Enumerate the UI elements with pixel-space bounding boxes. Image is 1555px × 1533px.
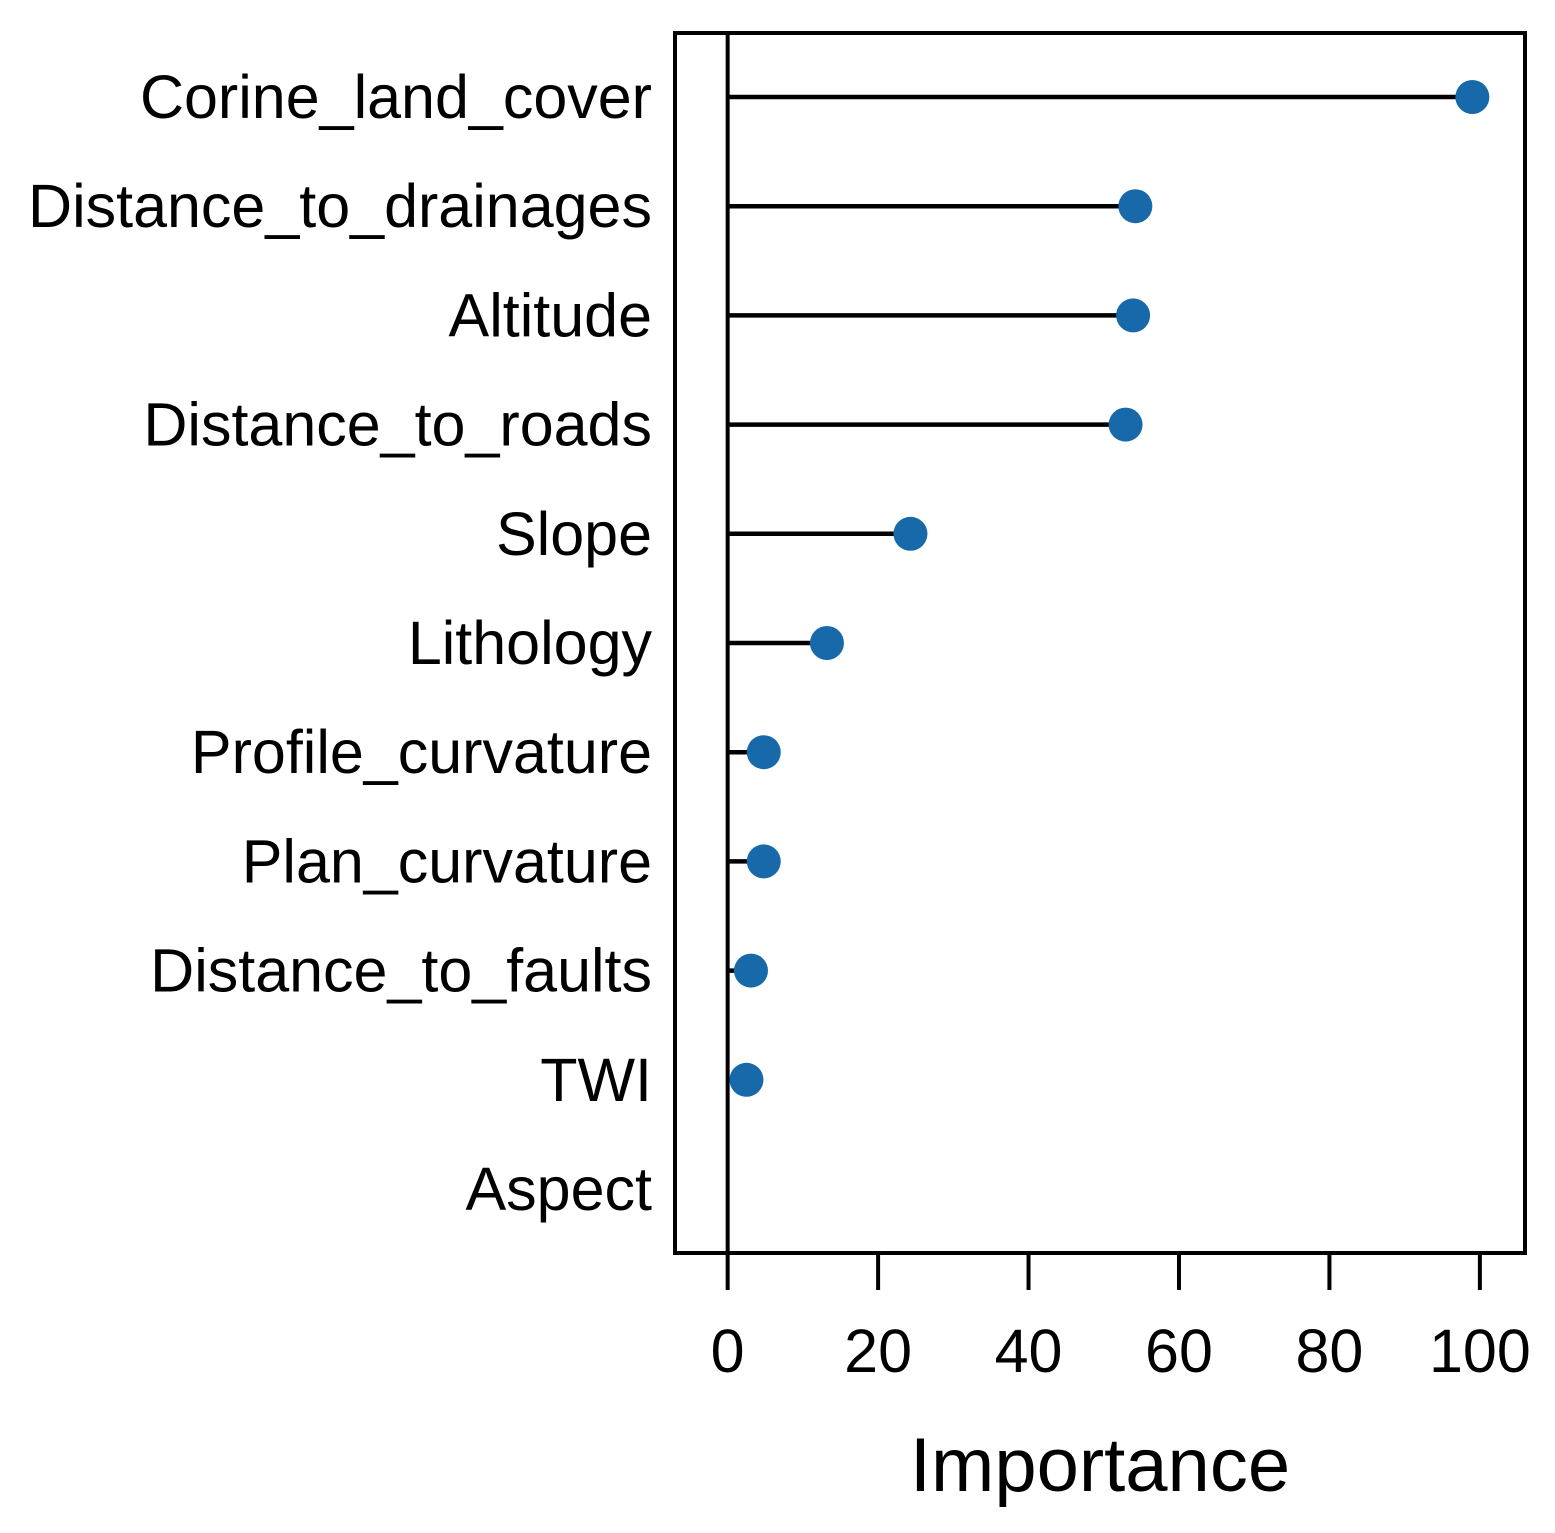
y-axis-label: Profile_curvature [191,718,652,786]
x-tick-label: 60 [1145,1317,1213,1385]
x-tick-label: 20 [844,1317,912,1385]
y-axis-label: Distance_to_faults [150,937,652,1005]
y-axis-label: Plan_curvature [242,827,652,895]
x-tick-label: 100 [1429,1317,1531,1385]
x-tick-label: 80 [1295,1317,1363,1385]
x-tick-label: 40 [995,1317,1063,1385]
y-axis-label: Distance_to_roads [143,391,652,459]
data-point-dot [1455,80,1490,114]
data-point-dot [746,735,781,770]
data-point-dot [1118,189,1153,224]
y-axis-label: Aspect [466,1155,653,1223]
y-axis-label: Altitude [449,281,652,349]
data-point-dot [1116,298,1151,333]
x-axis-title: Importance [909,1423,1291,1508]
data-point-dot [729,1062,764,1097]
data-point-dot [893,516,928,551]
data-point-dot [809,626,844,660]
data-point-dot [1108,407,1143,442]
y-axis-label: Slope [496,500,652,568]
y-axis-label: TWI [540,1046,652,1114]
y-axis-label: Lithology [408,609,653,677]
x-tick-label: 0 [711,1317,745,1385]
y-axis-label: Corine_land_cover [140,63,652,131]
y-axis-label: Distance_to_drainages [28,172,652,240]
data-point-dot [746,844,781,879]
plot-border [673,31,1527,1255]
data-point-dot [733,953,768,988]
